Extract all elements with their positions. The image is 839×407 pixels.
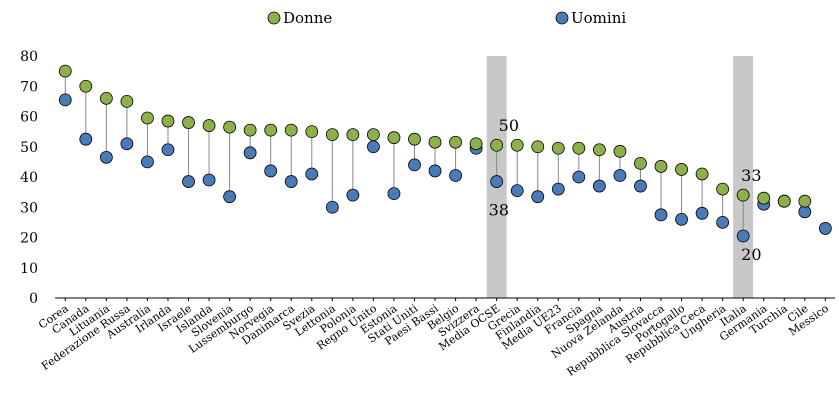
point-donne (161, 114, 175, 128)
annotation-label: 38 (489, 201, 509, 220)
point-uomini (592, 179, 606, 193)
point-uomini (428, 164, 442, 178)
point-uomini (634, 179, 647, 193)
legend-label-donne: Donne (283, 9, 332, 27)
point-donne (223, 120, 237, 134)
point-donne (182, 116, 195, 129)
point-donne (58, 64, 72, 78)
point-donne (284, 123, 298, 137)
point-donne (243, 123, 257, 137)
point-uomini (141, 155, 154, 169)
point-uomini (408, 158, 421, 172)
point-uomini (202, 173, 216, 187)
point-donne (346, 128, 360, 142)
point-uomini (551, 182, 565, 196)
point-donne (99, 91, 113, 105)
point-donne (695, 167, 709, 181)
point-donne (613, 144, 627, 158)
point-uomini (510, 184, 524, 198)
point-donne (469, 137, 483, 151)
point-uomini (613, 169, 627, 182)
point-uomini (818, 222, 832, 235)
y-tick-label: 10 (20, 261, 38, 277)
y-tick-label: 0 (29, 291, 38, 307)
point-uomini (572, 170, 586, 184)
point-uomini (79, 132, 93, 146)
y-tick-label: 20 (20, 231, 38, 247)
point-donne (141, 111, 154, 125)
point-donne (531, 140, 545, 154)
point-donne (490, 138, 504, 152)
point-donne (798, 194, 812, 208)
point-donne (120, 94, 134, 108)
point-uomini (367, 140, 380, 154)
point-donne (777, 194, 791, 208)
point-donne (572, 141, 586, 155)
point-uomini (531, 190, 545, 204)
point-uomini (243, 146, 257, 160)
y-axis: 0 10 20 30 40 50 60 70 80 (20, 49, 38, 307)
point-donne (408, 132, 421, 146)
point-uomini (675, 212, 688, 226)
annotation-label: 33 (741, 166, 761, 185)
annotations: 50 38 33 20 (489, 116, 762, 264)
point-uomini (346, 188, 360, 202)
annotation-label: 20 (741, 245, 761, 264)
point-uomini (284, 175, 298, 188)
point-donne (510, 138, 524, 152)
legend-marker-donne (267, 11, 281, 25)
point-donne (387, 131, 401, 145)
data-points (58, 64, 832, 243)
point-donne (449, 135, 462, 149)
point-donne (634, 156, 647, 170)
y-tick-label: 80 (20, 49, 38, 65)
point-uomini (449, 169, 462, 182)
point-uomini (695, 206, 709, 220)
connector-lines (64, 71, 806, 236)
point-donne (202, 119, 216, 132)
y-tick-label: 70 (20, 79, 38, 95)
y-tick-label: 50 (20, 140, 38, 156)
point-uomini (305, 167, 319, 181)
point-donne (654, 160, 668, 173)
point-donne (736, 188, 750, 202)
point-donne (325, 128, 339, 142)
point-uomini (264, 164, 278, 178)
point-donne (757, 191, 771, 205)
point-uomini (654, 208, 668, 222)
point-donne (79, 79, 93, 93)
point-uomini (223, 190, 237, 204)
point-donne (428, 135, 442, 149)
point-donne (551, 141, 565, 155)
point-uomini (161, 143, 175, 157)
point-uomini (387, 187, 401, 201)
point-donne (305, 125, 319, 139)
point-uomini (736, 229, 750, 243)
point-uomini (99, 150, 113, 164)
y-tick-label: 30 (20, 200, 38, 216)
point-donne (592, 143, 606, 157)
y-tick-label: 40 (20, 170, 38, 186)
point-uomini (182, 175, 195, 188)
legend-marker-uomini (555, 11, 569, 25)
annotation-label: 50 (499, 116, 519, 135)
point-donne (675, 163, 688, 176)
point-uomini (716, 215, 730, 229)
point-uomini (120, 137, 134, 151)
legend: Donne Uomini (267, 9, 626, 27)
point-donne (367, 128, 380, 142)
point-donne (264, 123, 278, 137)
y-tick-label: 60 (20, 110, 38, 126)
legend-label-uomini: Uomini (571, 9, 626, 27)
point-donne (716, 182, 730, 196)
point-uomini (325, 200, 339, 214)
point-uomini (58, 93, 72, 107)
point-uomini (490, 175, 504, 188)
